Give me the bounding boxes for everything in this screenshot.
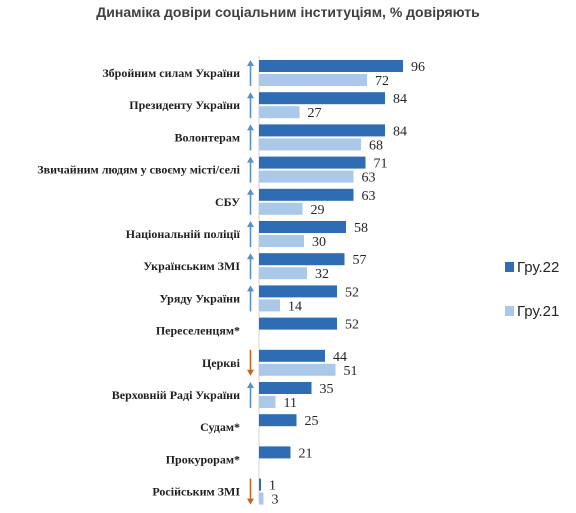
bar-gru22 [259, 478, 261, 491]
data-label: 30 [312, 235, 326, 250]
category-label: Волонтерам [174, 130, 240, 144]
data-label: 21 [299, 446, 313, 461]
data-label: 3 [272, 493, 279, 508]
bar-gru21 [259, 235, 304, 247]
data-label: 96 [411, 60, 425, 75]
bar-gru21 [259, 74, 367, 86]
bar-gru22 [259, 124, 385, 137]
category-label: Збройним силам України [102, 66, 240, 80]
category-label: Прокурорам* [166, 452, 240, 466]
bar-gru21 [259, 396, 276, 408]
bar-gru21 [259, 363, 336, 376]
bar-gru21 [259, 138, 361, 151]
trend-up-arrow-icon [247, 188, 254, 195]
data-label: 52 [345, 318, 359, 333]
category-label: Церкві [202, 356, 241, 370]
category-label: Президенту України [129, 98, 240, 112]
data-label: 44 [333, 350, 347, 365]
trend-up-arrow-icon [247, 60, 254, 66]
data-label: 51 [344, 364, 358, 379]
data-label: 71 [374, 157, 388, 172]
data-label: 1 [269, 479, 276, 494]
data-label: 29 [311, 203, 325, 218]
category-label: Судам* [200, 420, 240, 434]
data-label: 32 [315, 267, 329, 282]
bar-gru21 [259, 106, 300, 119]
data-label: 52 [345, 285, 359, 300]
legend-label: Гру.21 [517, 303, 559, 320]
category-label: Українським ЗМІ [143, 259, 240, 273]
data-label: 68 [369, 138, 383, 153]
trend-down-arrow-icon [247, 498, 254, 505]
data-label: 35 [320, 382, 334, 397]
data-label: 84 [393, 124, 407, 139]
bar-gru22 [259, 285, 337, 298]
data-label: 14 [288, 299, 302, 314]
bar-gru22 [259, 317, 337, 330]
category-label: Російським ЗМІ [152, 485, 240, 499]
data-label: 11 [284, 396, 297, 411]
bar-gru22 [259, 349, 325, 362]
bar-gru22 [259, 60, 403, 72]
category-label: Національній поліції [126, 227, 241, 241]
bar-gru22 [259, 221, 346, 233]
data-label: 63 [362, 189, 376, 204]
category-label: СБУ [215, 195, 240, 209]
trend-up-arrow-icon [247, 124, 254, 131]
category-label: Звичайним людям у своєму місті/селі [37, 163, 240, 177]
bar-gru21 [259, 170, 354, 183]
category-label: Уряду України [159, 291, 240, 305]
bar-gru22 [259, 156, 366, 169]
bar-gru22 [259, 414, 297, 427]
bar-gru22 [259, 382, 312, 394]
data-label: 72 [375, 74, 389, 89]
data-label: 25 [305, 414, 319, 429]
trend-up-arrow-icon [247, 156, 254, 163]
bar-gru22 [259, 92, 385, 105]
trend-down-arrow-icon [247, 369, 254, 376]
bar-gru22 [259, 188, 354, 201]
bar-gru22 [259, 253, 345, 266]
bar-gru21 [259, 299, 280, 312]
chart-title: Динаміка довіри соціальним інституціям, … [96, 4, 480, 20]
category-label: Верховній Раді України [112, 388, 240, 402]
data-label: 63 [362, 171, 376, 186]
bar-gru21 [259, 492, 264, 505]
trend-up-arrow-icon [247, 221, 254, 227]
data-label: 58 [354, 221, 368, 236]
trend-up-arrow-icon [247, 285, 254, 292]
trend-up-arrow-icon [247, 253, 254, 260]
data-label: 84 [393, 92, 407, 107]
trend-up-arrow-icon [247, 92, 254, 99]
bar-gru21 [259, 267, 307, 280]
data-label: 27 [308, 106, 322, 121]
bar-gru22 [259, 446, 291, 459]
category-label: Переселенцям* [156, 324, 240, 338]
legend-swatch [505, 306, 514, 316]
bar-gru21 [259, 202, 303, 215]
legend-label: Гру.22 [517, 259, 559, 276]
legend-swatch [505, 262, 514, 272]
trend-up-arrow-icon [247, 382, 254, 388]
data-label: 57 [353, 253, 367, 268]
